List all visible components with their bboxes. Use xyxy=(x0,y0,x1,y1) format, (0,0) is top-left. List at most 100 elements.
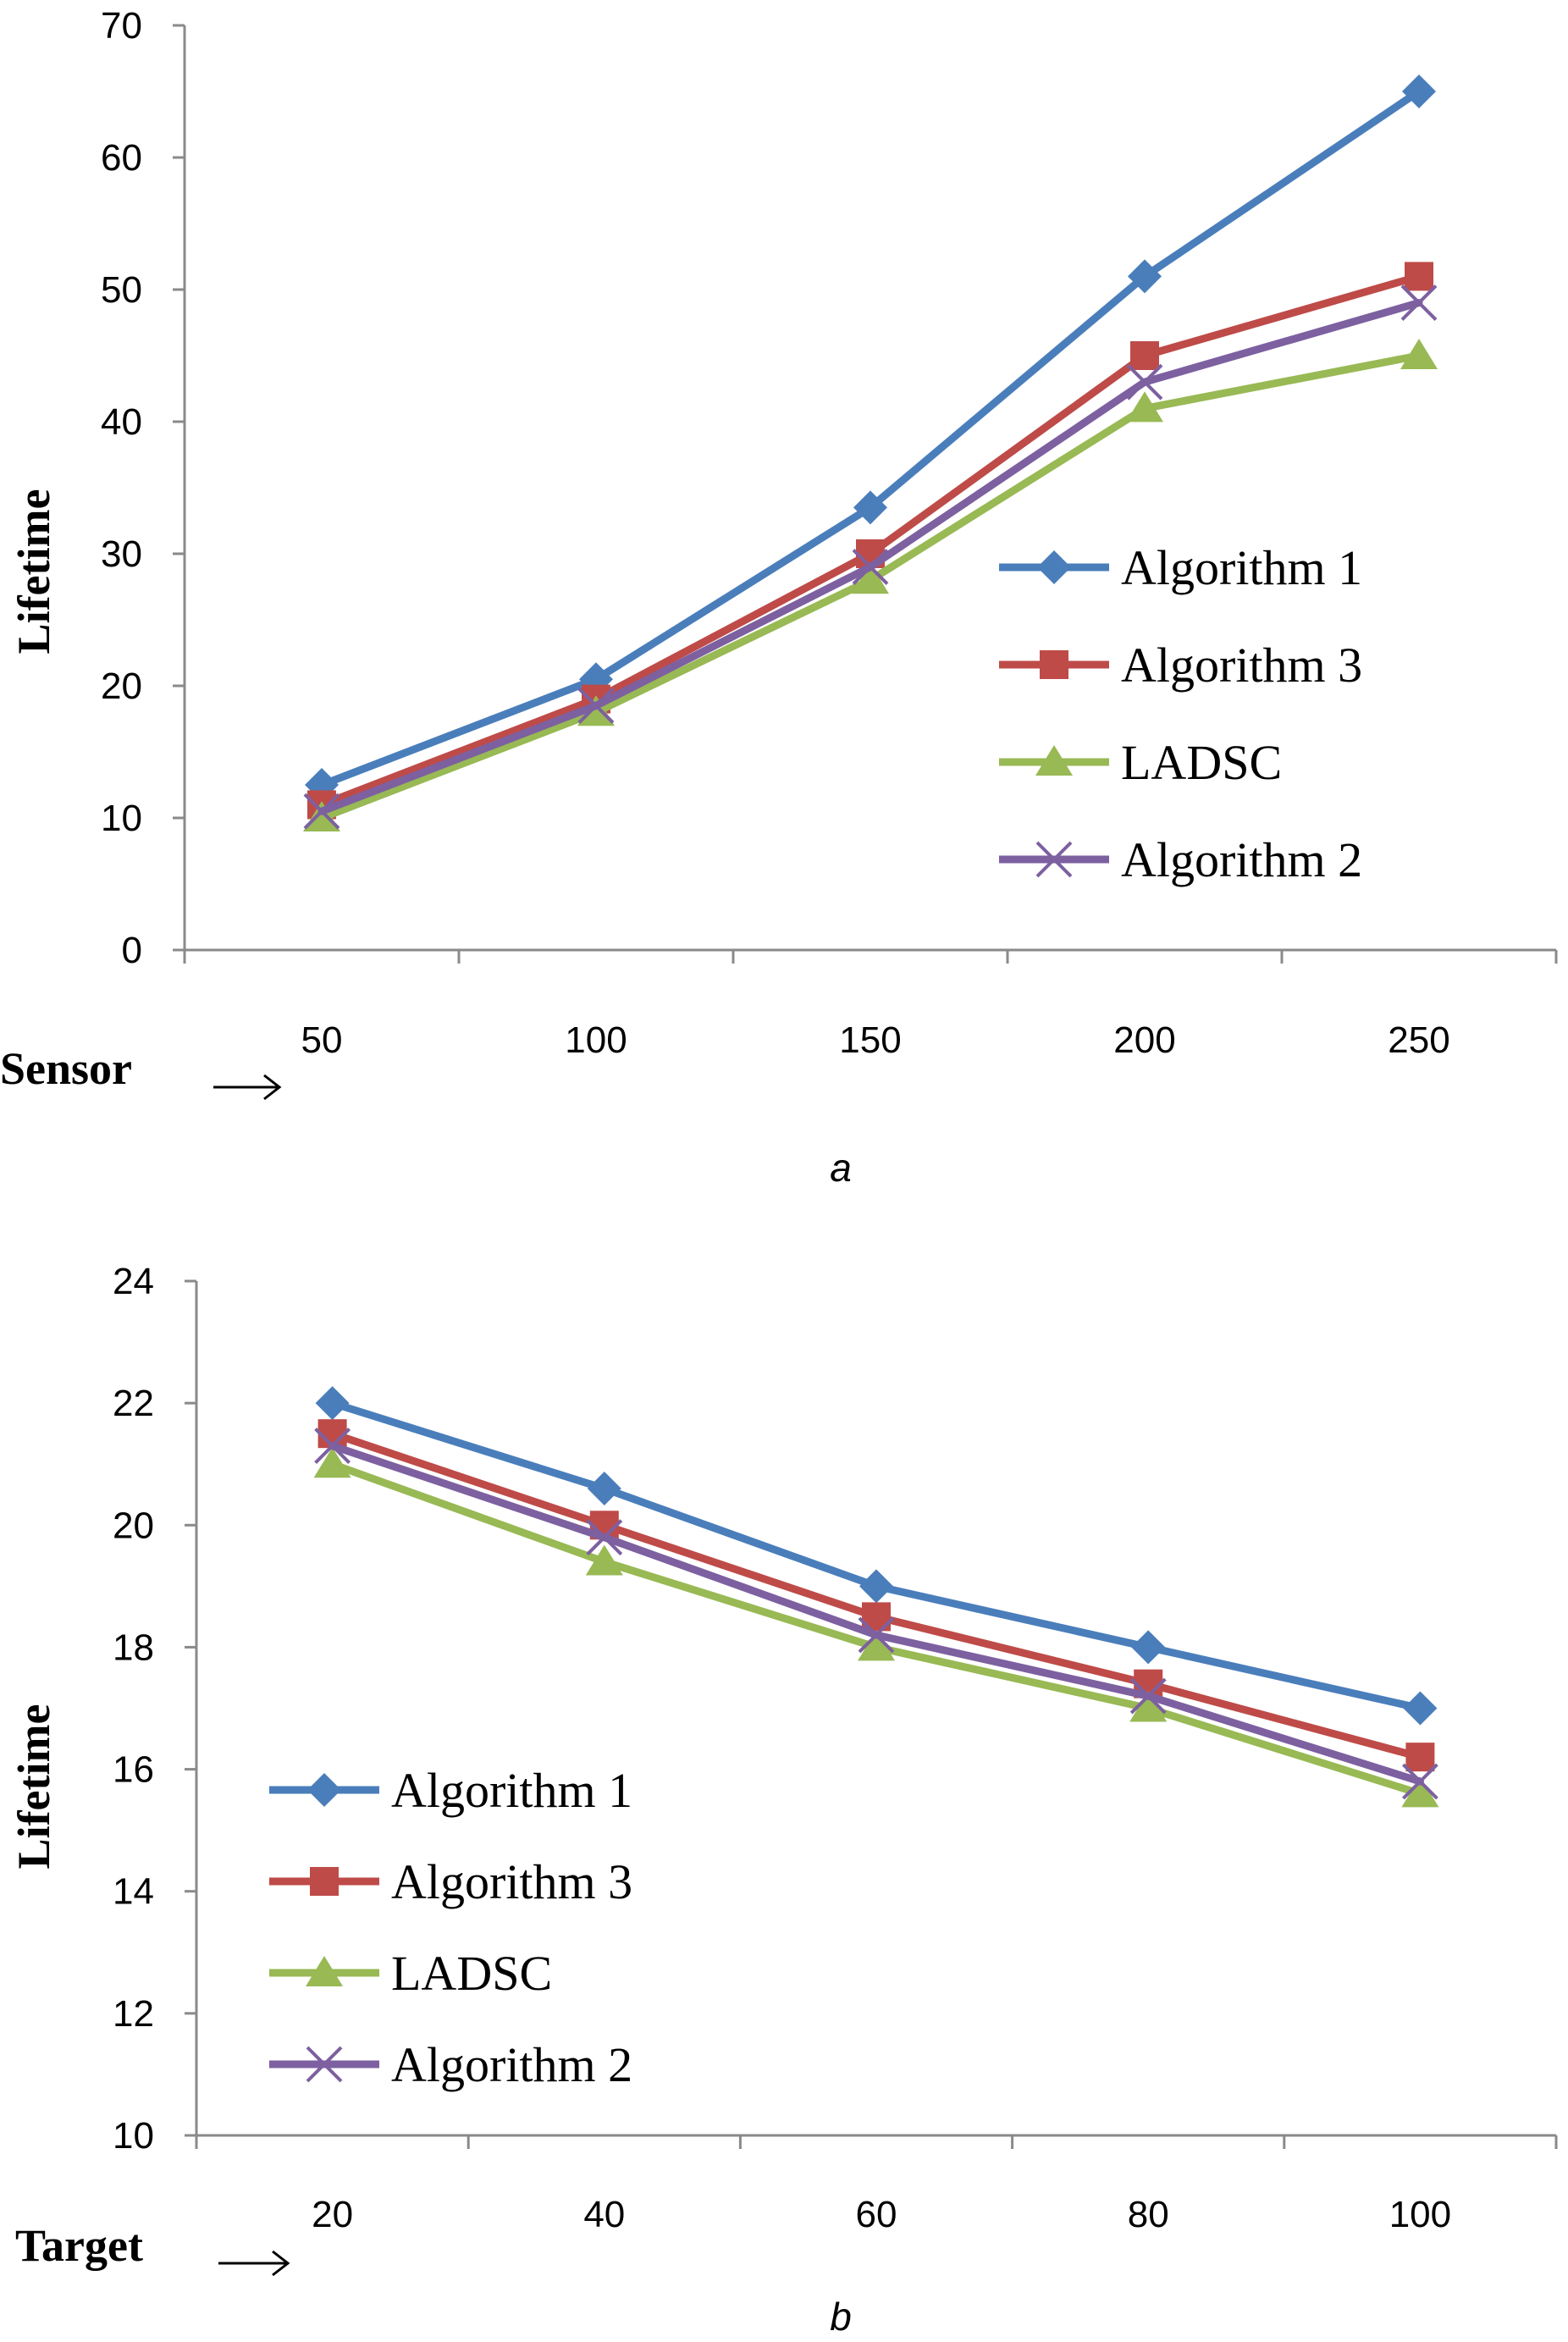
legend-item: Algorithm 1 xyxy=(999,540,1362,595)
y-tick-label: 20 xyxy=(101,666,142,707)
data-point xyxy=(1129,1691,1168,1722)
arrow-icon xyxy=(213,1074,282,1101)
data-point xyxy=(852,549,889,586)
panel-label: b xyxy=(830,2295,852,2339)
y-tick-label: 14 xyxy=(113,1871,154,1913)
series-ladsc xyxy=(313,1447,1439,1808)
data-point xyxy=(1129,1677,1167,1715)
data-point xyxy=(858,1616,895,1654)
data-point xyxy=(1130,341,1159,370)
y-tick-label: 50 xyxy=(101,269,142,311)
x-tick-label: 250 xyxy=(1388,1019,1449,1061)
x-tick-label: 100 xyxy=(1389,2194,1451,2235)
x-tick-label: 150 xyxy=(839,1019,901,1061)
legend-item: Algorithm 3 xyxy=(269,1854,632,1909)
data-point xyxy=(853,490,887,525)
y-tick-label: 10 xyxy=(113,2115,154,2157)
series-algorithm-2 xyxy=(314,1428,1438,1800)
legend-label: Algorithm 3 xyxy=(1121,638,1362,693)
data-point xyxy=(303,793,340,830)
arrow-head xyxy=(272,2250,290,2277)
legend-item: LADSC xyxy=(999,735,1282,790)
data-point xyxy=(1402,75,1436,108)
legend-label: Algorithm 1 xyxy=(391,1763,632,1818)
legend-item: Algorithm 3 xyxy=(999,638,1362,693)
data-point xyxy=(1400,284,1438,322)
series-ladsc xyxy=(303,339,1438,831)
legend-marker xyxy=(1035,745,1073,776)
legend-label: Algorithm 3 xyxy=(391,1854,632,1909)
x-axis-title: Target xyxy=(15,2220,143,2271)
y-tick-label: 24 xyxy=(113,1261,154,1302)
legend-item: Algorithm 2 xyxy=(269,2037,632,2092)
x-axis-title: Sensor xyxy=(0,1043,132,1094)
series-algorithm-2 xyxy=(303,284,1438,830)
data-point xyxy=(1131,1630,1166,1665)
data-point xyxy=(314,1428,351,1465)
x-tick-label: 100 xyxy=(565,1019,627,1061)
data-point xyxy=(859,1569,893,1604)
legend: Algorithm 1 Algorithm 3 LADSC Algorithm 2 xyxy=(269,1763,632,2092)
legend-marker xyxy=(1037,550,1071,584)
data-point xyxy=(1128,259,1162,294)
x-tick-label: 60 xyxy=(856,2194,897,2235)
legend-item: Algorithm 1 xyxy=(269,1763,632,1818)
x-tick-label: 200 xyxy=(1113,1019,1175,1061)
arrow-icon xyxy=(218,2250,290,2277)
y-tick-label: 10 xyxy=(101,798,142,839)
legend-label: Algorithm 1 xyxy=(1121,540,1362,595)
y-tick-label: 22 xyxy=(113,1383,154,1424)
data-point xyxy=(1405,1743,1435,1772)
y-tick-label: 0 xyxy=(122,930,142,971)
y-axis-title: Lifetime xyxy=(8,489,59,655)
data-point xyxy=(1400,339,1438,369)
legend-label: Algorithm 2 xyxy=(391,2037,632,2092)
y-tick-label: 18 xyxy=(113,1627,154,1668)
y-tick-label: 30 xyxy=(101,533,142,575)
data-point xyxy=(585,1544,623,1576)
legend: Algorithm 1 Algorithm 3 LADSC Algorithm 2 xyxy=(999,540,1362,887)
y-tick-label: 16 xyxy=(113,1749,154,1791)
series-algorithm-3 xyxy=(317,1419,1435,1772)
chart-panel-b: 10 12 14 16 18 20 22 24 20 40 60 80 100 Lifetime Targe… xyxy=(8,1261,1558,2339)
data-point xyxy=(313,1447,351,1478)
x-tick-label: 50 xyxy=(301,1019,343,1061)
chart-panel-a: 0 10 20 30 40 50 60 70 50 100 150 200 250 Lifetime Sen… xyxy=(0,5,1558,1190)
y-tick-label: 12 xyxy=(113,1993,154,2035)
data-point xyxy=(858,1630,895,1661)
legend-item: LADSC xyxy=(269,1946,552,2001)
x-tick-label: 40 xyxy=(583,2194,625,2235)
legend-marker xyxy=(306,2046,343,2083)
legend-label: Algorithm 2 xyxy=(1121,832,1362,887)
data-point xyxy=(577,687,615,724)
panel-label: a xyxy=(830,1146,852,1190)
legend-label: LADSC xyxy=(391,1946,552,2001)
series-algorithm-1 xyxy=(315,1386,1438,1726)
y-tick-label: 60 xyxy=(101,137,142,179)
legend-label: LADSC xyxy=(1121,735,1282,790)
legend-marker xyxy=(1040,650,1068,679)
data-point xyxy=(315,1386,350,1421)
legend-marker xyxy=(310,1867,339,1896)
y-tick-label: 70 xyxy=(101,5,142,47)
legend-marker xyxy=(307,1773,341,1807)
y-axis-title: Lifetime xyxy=(8,1704,59,1870)
data-point xyxy=(303,801,340,831)
arrow-head xyxy=(263,1074,282,1101)
data-point xyxy=(1405,262,1433,291)
data-point xyxy=(852,563,889,594)
data-point xyxy=(1401,1763,1438,1800)
data-point xyxy=(587,1472,621,1506)
data-point xyxy=(1126,363,1163,400)
y-tick-label: 40 xyxy=(101,401,142,443)
data-point xyxy=(1403,1691,1438,1726)
data-point xyxy=(577,695,615,726)
series-line xyxy=(329,1399,1424,1712)
x-tick-label: 80 xyxy=(1128,2194,1169,2235)
legend-marker xyxy=(1035,841,1073,878)
x-tick-label: 20 xyxy=(312,2194,353,2235)
data-point xyxy=(586,1519,623,1556)
legend-item: Algorithm 2 xyxy=(999,832,1362,887)
y-tick-label: 20 xyxy=(113,1505,154,1546)
